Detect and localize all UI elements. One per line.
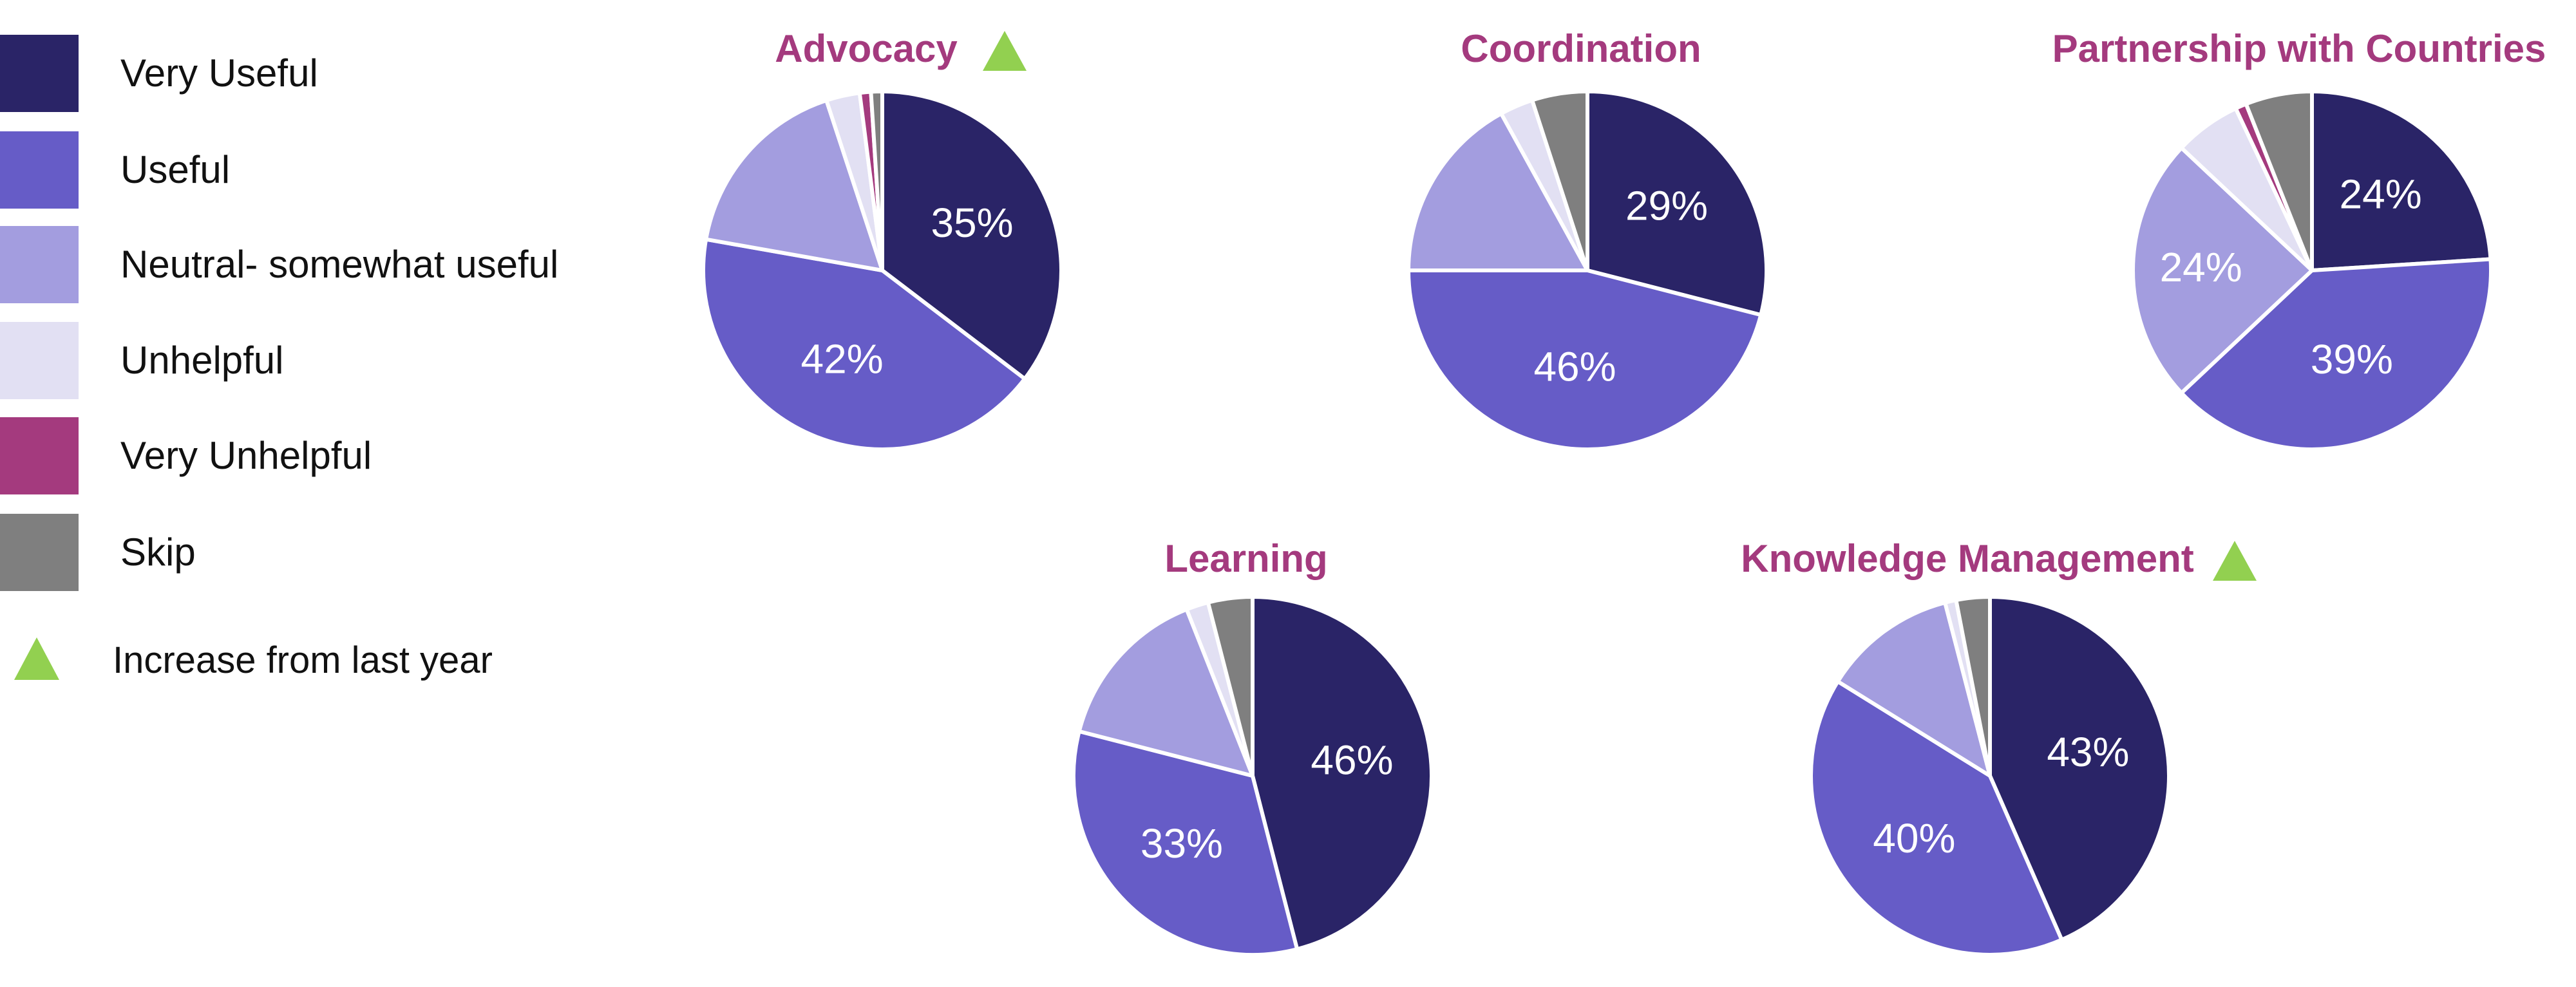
pie-title: Partnership with Countries [2052,27,2546,70]
slice-label: 24% [2160,244,2242,290]
pie-title: Learning [1164,537,1327,580]
triangle-up-icon [983,31,1027,71]
legend-item-skip: Skip [0,514,644,591]
legend-label: Useful [120,148,231,191]
pie-slice [1835,600,1992,778]
pie-title: Advocacy [775,27,958,70]
slice-label: 39% [2311,336,2393,382]
legend-item-neutral: Neutral- somewhat useful [0,226,644,303]
slice-label: 33% [1141,820,1223,867]
pie-slice [1406,268,1763,451]
slice-label: 46% [1311,737,1393,783]
legend-swatch [0,35,79,112]
legend-item-very-unhelpful: Very Unhelpful [0,417,644,494]
pie-slice [2131,146,2314,395]
slice-label: 35% [931,200,1013,246]
slice-label: 40% [1873,815,1955,861]
pie-slice [1071,729,1300,957]
pie-slice [1809,679,2064,957]
legend-item-useful: Useful [0,131,644,209]
legend-label: Very Unhelpful [120,434,372,477]
pie-slice [2244,89,2314,272]
legend-swatch [0,322,79,399]
slice-label: 24% [2340,171,2422,217]
legend: Very Useful Useful Neutral- somewhat use… [0,0,644,708]
slice-label: 43% [2047,729,2129,775]
pie-chart: Coordination 29% 46% [1406,27,1768,451]
pie-slice [1530,89,1589,272]
pie-slice [1406,111,1589,272]
pie-slice [1954,595,1992,778]
legend-item-unhelpful: Unhelpful [0,322,644,399]
pie-slice [1251,595,1434,952]
pie-chart: Knowledge Management 43% 40% [1741,537,2257,957]
legend-swatch [0,514,79,591]
legend-label: Unhelpful [120,339,284,382]
triangle-up-icon [2213,541,2257,581]
pie-chart: Learning 46% 33% [1071,537,1434,957]
legend-label: Neutral- somewhat useful [120,243,559,286]
slice-label: 46% [1533,343,1616,390]
pie-slice [2310,89,2493,272]
pie-slice [1988,595,2171,942]
pie-slice [880,89,1063,381]
pie-title: Coordination [1461,27,1701,70]
pie-slice [701,237,1027,451]
pie-slice [704,98,884,272]
pie-slice [2179,257,2493,451]
legend-swatch [0,226,79,303]
pie-chart: Advocacy 35% 42% [701,27,1063,451]
legend-label: Increase from last year [113,639,493,681]
pie-slice [1586,89,1768,317]
legend-label: Very Useful [120,52,318,95]
slice-label: 29% [1625,182,1708,229]
legend-swatch [0,131,79,209]
pie-title: Knowledge Management [1741,537,2193,580]
slice-label: 42% [801,336,884,382]
pie-slice [869,89,884,272]
legend-swatch [0,417,79,494]
legend-item-increase: Increase from last year [0,632,644,697]
legend-item-very-useful: Very Useful [0,35,644,112]
triangle-up-icon [14,637,59,680]
pie-slice [1206,595,1255,778]
pie-slice [1077,607,1255,778]
legend-label: Skip [120,531,196,574]
pie-chart: Partnership with Countries 24% 39% 24% [2052,27,2546,451]
